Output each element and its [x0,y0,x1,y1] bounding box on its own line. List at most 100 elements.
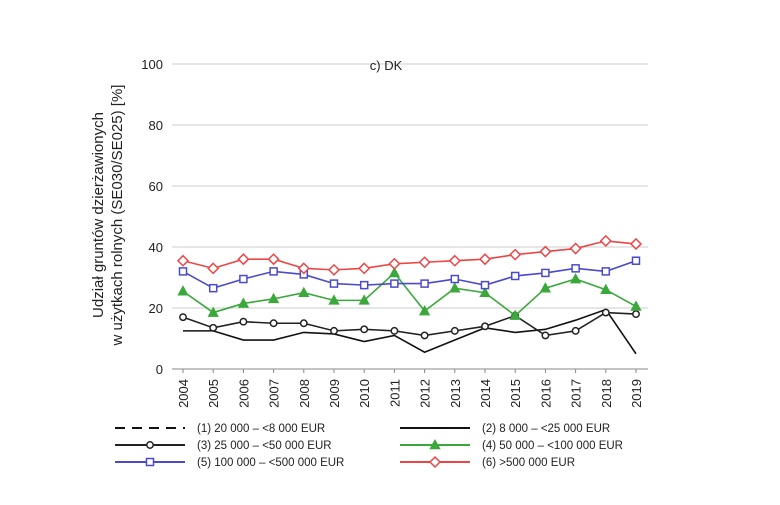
series-6-point [539,245,552,258]
x-axis-ticks: 2004 2005 2006 2007 2008 2009 2010 2011 2012 2013… [176,369,644,408]
series-3-point [601,308,610,317]
series-4-point [177,285,189,296]
series-3-point [209,323,218,332]
x-tick-label: 2017 [569,379,584,408]
legend-label: (5) 100 000 – <500 000 EUR [197,457,344,469]
series-5-point [480,280,490,290]
y-axis-title-line1: Udział gruntów dzierżawionych [90,112,107,318]
series-5-point [239,274,248,284]
series-4-point [539,282,552,293]
y-axis-title: Udział gruntów dzierżawionych w użytkach… [90,85,126,347]
series-3-point [330,326,338,335]
series-4-point [388,266,401,278]
series-3-point [632,310,640,319]
x-tick-label: 2013 [448,379,463,408]
y-tick-label: 80 [149,118,163,133]
series-4-point [237,297,250,308]
series-6-point [448,254,461,267]
x-tick-label: 2015 [508,379,523,408]
series-5-point [631,256,641,265]
legend-item-1: (1) 20 000 – <8 000 EUR [115,423,325,435]
x-tick-label: 2008 [297,379,312,408]
legend-item-4: (4) 50 000 – <100 000 EUR [400,438,623,452]
series-4-point [298,286,310,298]
series-3-point [390,326,399,335]
series-6-point [388,257,401,270]
series-3-point [450,326,459,335]
chart-title: c) DK [370,58,403,73]
legend-label: (1) 20 000 – <8 000 EUR [197,423,325,435]
series-3-point [571,326,580,335]
series-3-point [299,319,308,328]
series-4-point [479,286,491,298]
x-tick-label: 2019 [629,379,644,408]
series-4-point [418,305,431,316]
series-5-point [450,274,460,284]
series-3-point [269,319,278,328]
y-axis-ticks: 0 20 40 60 80 100 [141,57,163,377]
series-lines [176,234,643,355]
grid [172,63,648,370]
series-6-point [509,248,522,261]
legend-item-3: (3) 25 000 – <50 000 EUR [115,440,332,452]
series-5-point [359,280,369,290]
series-4-point [600,283,612,294]
legend-label: (2) 8 000 – <25 000 EUR [482,423,610,435]
series-6-point [267,253,280,266]
x-tick-label: 2014 [478,379,493,408]
series-4-point [358,294,370,305]
x-tick-label: 2012 [418,379,433,408]
series-4-point [328,294,340,305]
y-tick-label: 100 [141,57,163,72]
y-tick-label: 40 [149,240,163,255]
series-5 [178,256,641,293]
series-6-point [478,253,492,266]
legend-item-5: (5) 100 000 – <500 000 EUR [115,457,344,469]
series-5-point [178,267,188,276]
legend-marker-point [428,455,442,469]
legend-marker-point [429,438,441,450]
series-6-point [327,263,341,276]
series-4-point [569,272,582,284]
series-6-point [358,262,371,275]
series-6-point [569,242,582,255]
x-tick-label: 2005 [206,379,221,408]
series-4-point [267,292,280,304]
series-5-point [601,267,611,276]
series-3-point [179,313,187,322]
series-3-point [481,322,489,331]
legend-item-6: (6) >500 000 EUR [400,455,575,469]
series-6-point [237,253,250,266]
series-3-point [239,317,248,326]
series-5-point [571,264,580,273]
series-3-point [360,325,369,334]
series-5-point [390,279,399,288]
series-5-line [182,259,637,290]
series-2 [183,308,637,355]
x-tick-label: 2011 [387,379,402,407]
series-4 [177,266,642,320]
x-tick-label: 2010 [357,379,372,408]
series-5-point [541,268,550,278]
series-4-point [449,282,461,293]
series-3-line [182,311,637,337]
x-tick-label: 2009 [327,379,342,408]
legend-label: (6) >500 000 EUR [482,457,575,469]
legend-item-2: (2) 8 000 – <25 000 EUR [400,423,610,435]
x-tick-label: 2004 [176,379,191,408]
x-tick-label: 2016 [538,379,553,408]
series-5-point [510,271,520,281]
series-6-point [629,237,643,251]
series-4-line [182,271,637,317]
series-6-point [599,234,612,247]
series-4-point [207,306,219,317]
series-3 [179,308,640,340]
series-6-point [176,254,190,267]
series-2-line [183,308,637,355]
x-tick-label: 2007 [267,379,282,408]
series-5-point [329,279,339,288]
series-3-point [420,331,429,340]
x-tick-label: 2018 [599,379,614,408]
